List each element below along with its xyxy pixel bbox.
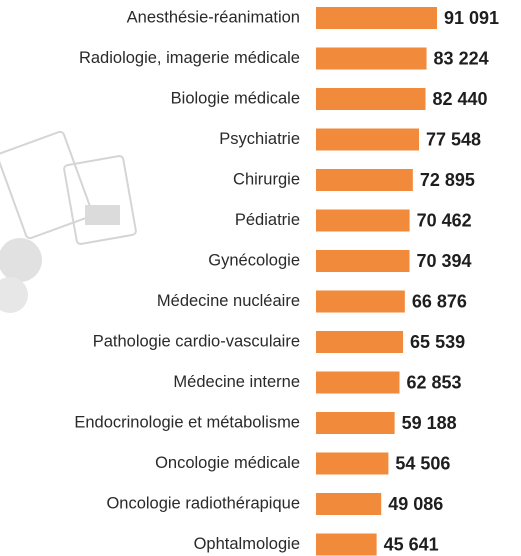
bar [316, 129, 419, 151]
value-label: 62 853 [406, 372, 461, 392]
bar [316, 412, 395, 434]
bar [316, 210, 410, 232]
value-label: 54 506 [395, 453, 450, 473]
bar [316, 372, 399, 394]
bar [316, 88, 426, 110]
bar [316, 291, 405, 313]
category-label: Oncologie radiothérapique [106, 494, 300, 512]
bar [316, 534, 377, 556]
category-label: Endocrinologie et métabolisme [74, 413, 300, 431]
value-label: 82 440 [433, 89, 488, 109]
chart: Anesthésie-réanimation 91 091 Radiologie, … [0, 0, 521, 556]
category-label: Médecine interne [173, 373, 300, 391]
category-label: Oncologie médicale [155, 454, 300, 472]
bar [316, 48, 427, 70]
category-label: Biologie médicale [171, 89, 300, 107]
value-label: 91 091 [444, 8, 499, 28]
category-label: Chirurgie [233, 170, 300, 188]
value-label: 49 086 [388, 494, 443, 514]
value-label: 70 462 [417, 210, 472, 230]
bar [316, 493, 381, 515]
value-label: 59 188 [402, 413, 457, 433]
value-label: 66 876 [412, 291, 467, 311]
category-label: Psychiatrie [219, 130, 300, 148]
value-label: 72 895 [420, 170, 475, 190]
value-label: 70 394 [417, 251, 472, 271]
category-label: Pédiatrie [235, 211, 300, 229]
category-label: Gynécologie [208, 251, 300, 269]
bar [316, 453, 388, 475]
category-label: Médecine nucléaire [157, 292, 300, 310]
category-label: Pathologie cardio-vasculaire [93, 332, 300, 350]
value-label: 65 539 [410, 332, 465, 352]
bar [316, 331, 403, 353]
bar [316, 7, 437, 29]
bar [316, 169, 413, 191]
value-label: 77 548 [426, 129, 481, 149]
category-label: Radiologie, imagerie médicale [79, 49, 300, 67]
category-label: Ophtalmologie [194, 535, 300, 553]
category-label: Anesthésie-réanimation [127, 8, 300, 26]
bar [316, 250, 410, 272]
value-label: 45 641 [384, 534, 439, 554]
money-illustration [0, 131, 136, 313]
value-label: 83 224 [434, 48, 489, 68]
